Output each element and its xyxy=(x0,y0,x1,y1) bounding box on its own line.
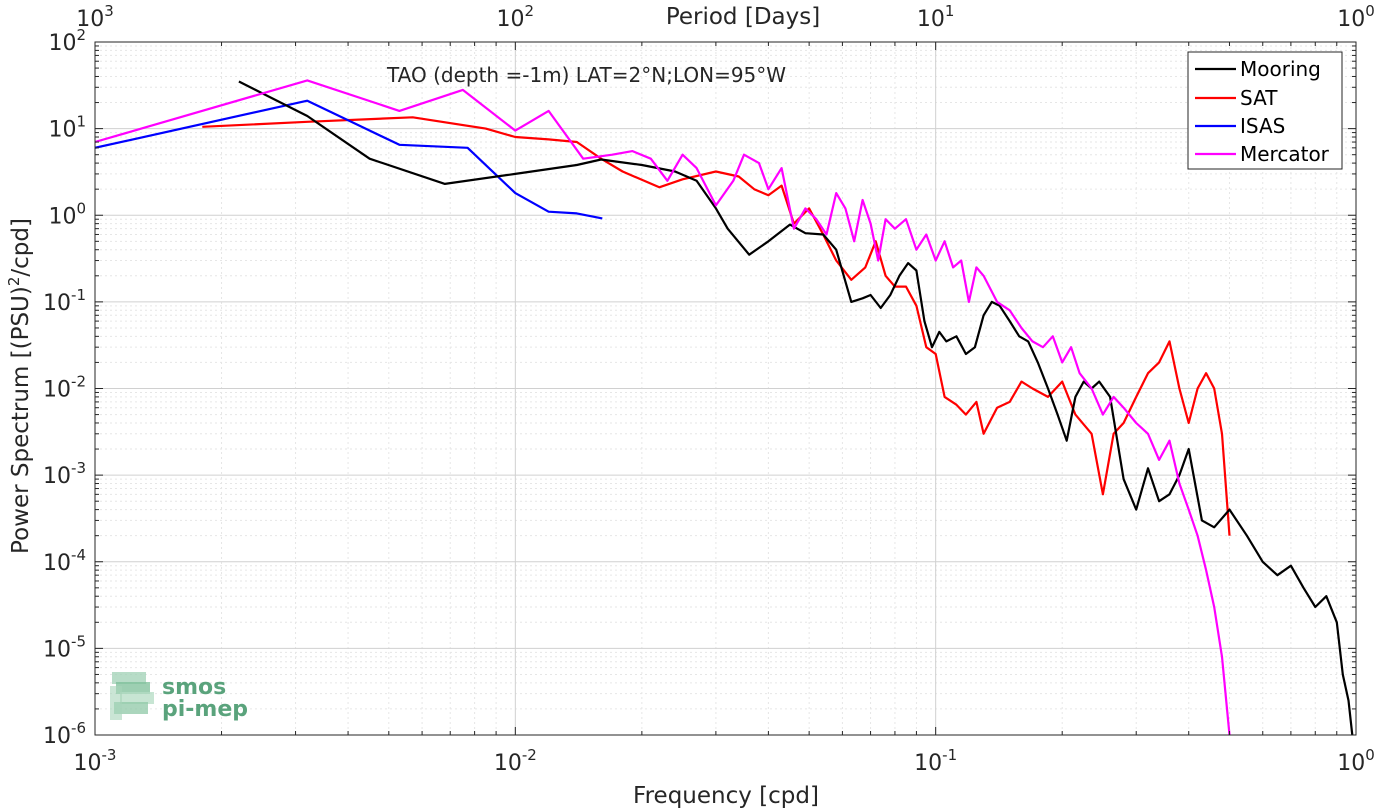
top-tick-label-base: 10 xyxy=(76,7,104,32)
chart-title: TAO (depth =-1m) LAT=2°N;LON=95°W xyxy=(386,63,786,87)
legend-label-sat: SAT xyxy=(1240,86,1278,110)
series-layer xyxy=(95,79,1354,735)
y-axis-label-main: Power Spectrum [(PSU) xyxy=(8,286,34,554)
y-tick-label-exp: -6 xyxy=(71,719,86,737)
x-tick-label-exp: 0 xyxy=(1365,746,1375,764)
legend: Mooring SAT ISAS Mercator xyxy=(1187,51,1343,170)
legend-label-isas: ISAS xyxy=(1240,114,1285,138)
y-tick-label: 10-4 xyxy=(43,546,86,576)
y-tick-label-base: 10 xyxy=(43,291,71,316)
y-tick-label-exp: -2 xyxy=(71,373,86,391)
x-tick-label: 100 xyxy=(1337,746,1375,776)
y-axis-label-sup: 2 xyxy=(5,277,23,287)
y-axis-label: Power Spectrum [(PSU)2/cpd] xyxy=(5,218,34,554)
axis-ticks xyxy=(94,41,1357,736)
top-tick-label-exp: 2 xyxy=(525,2,535,20)
minor-grid xyxy=(95,42,1356,735)
y-tick-label-base: 10 xyxy=(43,464,71,489)
y-tick-label: 100 xyxy=(48,199,86,229)
top-tick-label-exp: 0 xyxy=(1365,2,1375,20)
x-tick-label-base: 10 xyxy=(914,751,942,776)
legend-item-sat: SAT xyxy=(1195,86,1278,110)
y-tick-label: 10-5 xyxy=(43,632,86,662)
y-tick-label-base: 10 xyxy=(48,204,76,229)
x-tick-label-base: 10 xyxy=(74,751,102,776)
top-tick-label-base: 10 xyxy=(497,7,525,32)
x-tick-label: 10-1 xyxy=(914,746,957,776)
smos-pi-mep-logo: smos pi-mep xyxy=(110,672,248,722)
top-axis-label: Period [Days] xyxy=(666,4,820,30)
y-tick-label-base: 10 xyxy=(43,378,71,403)
series-line-isas xyxy=(95,99,603,220)
legend-item-isas: ISAS xyxy=(1195,114,1285,138)
x-tick-label-base: 10 xyxy=(494,751,522,776)
series-line-mooring xyxy=(238,80,1354,735)
x-tick-label-exp: -3 xyxy=(102,746,117,764)
legend-label-mercator: Mercator xyxy=(1240,142,1330,166)
top-tick-label: 101 xyxy=(917,2,955,32)
watermark-line1: smos xyxy=(162,675,226,700)
y-tick-label: 10-3 xyxy=(43,459,86,489)
smos-logo-icon xyxy=(110,672,154,720)
series-line-mercator xyxy=(95,79,1231,735)
top-tick-label-base: 10 xyxy=(1337,7,1365,32)
top-tick-label: 100 xyxy=(1337,2,1375,32)
y-tick-label-exp: -5 xyxy=(71,632,86,650)
y-tick-label: 10-1 xyxy=(43,286,86,316)
y-tick-label: 10-6 xyxy=(43,719,86,749)
y-tick-label-exp: -4 xyxy=(71,546,86,564)
y-tick-label: 101 xyxy=(48,113,86,143)
top-tick-label-base: 10 xyxy=(917,7,945,32)
y-tick-label: 10-2 xyxy=(43,373,86,403)
x-tick-label: 10-2 xyxy=(494,746,537,776)
x-tick-label-exp: -1 xyxy=(942,746,957,764)
y-tick-label-base: 10 xyxy=(48,31,76,56)
x-tick-label: 10-3 xyxy=(74,746,117,776)
y-tick-label-exp: 2 xyxy=(76,26,86,44)
y-tick-label-exp: -3 xyxy=(71,459,86,477)
y-tick-label-exp: 1 xyxy=(76,113,86,131)
watermark-line2: pi-mep xyxy=(162,697,248,722)
y-tick-label-base: 10 xyxy=(43,551,71,576)
legend-item-mercator: Mercator xyxy=(1195,142,1330,166)
x-tick-label-base: 10 xyxy=(1337,751,1365,776)
y-tick-label-base: 10 xyxy=(43,724,71,749)
legend-label-mooring: Mooring xyxy=(1240,57,1321,81)
x-axis-label: Frequency [cpd] xyxy=(633,783,819,809)
top-tick-label: 102 xyxy=(497,2,535,32)
y-tick-label-base: 10 xyxy=(48,118,76,143)
y-tick-label-exp: 0 xyxy=(76,199,86,217)
x-tick-label-exp: -2 xyxy=(522,746,537,764)
top-tick-label-exp: 3 xyxy=(104,2,114,20)
top-tick-label: 103 xyxy=(76,2,114,32)
series-line-sat xyxy=(202,116,1231,536)
y-axis-label-tail: /cpd] xyxy=(8,218,34,277)
y-tick-label: 102 xyxy=(48,26,86,56)
y-tick-label-base: 10 xyxy=(43,637,71,662)
top-tick-label-exp: 1 xyxy=(945,2,955,20)
legend-item-mooring: Mooring xyxy=(1195,57,1321,81)
legend-box xyxy=(1187,51,1343,170)
y-tick-label-exp: -1 xyxy=(71,286,86,304)
